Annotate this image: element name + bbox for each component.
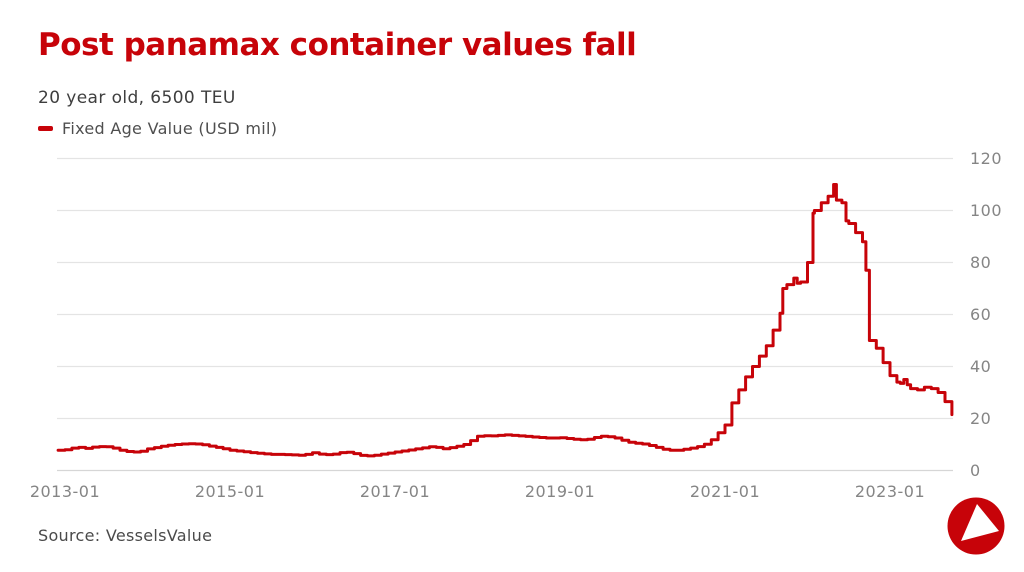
y-tick-label: 80: [970, 252, 992, 272]
y-tick-label: 60: [970, 304, 992, 324]
x-tick-label: 2017-01: [359, 482, 431, 501]
y-tick-label: 40: [970, 356, 992, 376]
source-note: Source: VesselsValue: [38, 526, 213, 545]
x-tick-label: 2013-01: [29, 482, 101, 501]
x-tick-label: 2021-01: [689, 482, 761, 501]
legend: Fixed Age Value (USD mil): [38, 119, 277, 138]
chart-subtitle: 20 year old, 6500 TEU: [38, 88, 236, 108]
gridlines: [57, 157, 953, 472]
chart-title: Post panamax container values fall: [38, 27, 637, 63]
x-tick-label: 2023-01: [854, 482, 926, 501]
x-tick-label: 2015-01: [194, 482, 266, 501]
series-line: [56, 183, 954, 458]
legend-dash-icon: [38, 126, 53, 131]
vesselsvalue-logo: [947, 497, 1005, 555]
y-tick-label: 100: [970, 200, 1003, 220]
y-tick-label: 20: [970, 408, 992, 428]
legend-label: Fixed Age Value (USD mil): [62, 119, 278, 138]
x-tick-label: 2019-01: [524, 482, 596, 501]
y-tick-label: 0: [970, 460, 981, 480]
logo-triangle-icon: [961, 504, 999, 541]
y-tick-label: 120: [970, 148, 1003, 168]
